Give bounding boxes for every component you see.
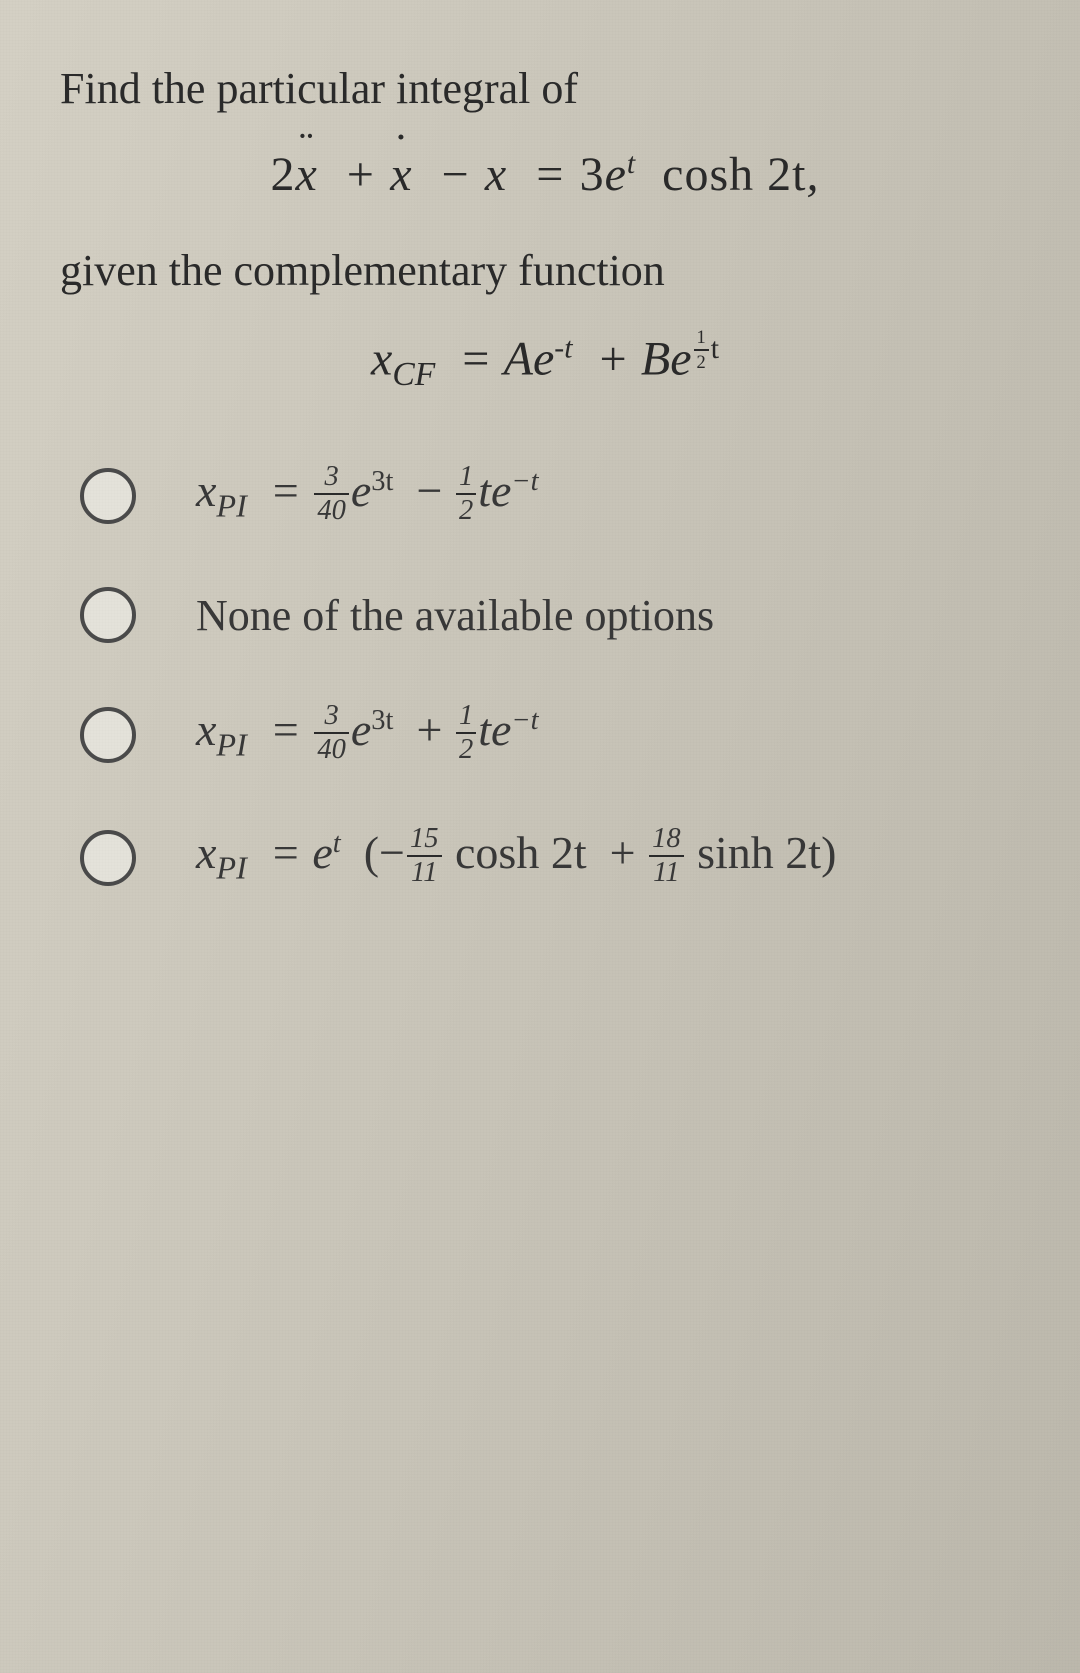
option-4-math: xPI = et (−1511 cosh 2t + 1811 sinh 2t) xyxy=(196,826,836,889)
option-4[interactable]: xPI = et (−1511 cosh 2t + 1811 sinh 2t) xyxy=(80,826,1030,889)
radio-icon[interactable] xyxy=(80,468,136,524)
radio-icon[interactable] xyxy=(80,587,136,643)
option-2[interactable]: None of the available options xyxy=(80,587,1030,643)
options-list: xPI = 340e3t − 12te−t None of the availa… xyxy=(60,464,1030,889)
radio-icon[interactable] xyxy=(80,707,136,763)
question-block: Find the particular integral of 2x + x −… xyxy=(0,0,1080,989)
given-line: given the complementary function xyxy=(60,242,1030,299)
option-1-math: xPI = 340e3t − 12te−t xyxy=(196,464,539,527)
option-2-text: None of the available options xyxy=(196,590,714,641)
option-1[interactable]: xPI = 340e3t − 12te−t xyxy=(80,464,1030,527)
option-3[interactable]: xPI = 340e3t + 12te−t xyxy=(80,703,1030,766)
question-intro: Find the particular integral of xyxy=(60,60,1030,117)
option-3-math: xPI = 340e3t + 12te−t xyxy=(196,703,539,766)
radio-icon[interactable] xyxy=(80,830,136,886)
cf-equation: xCF = Ae-t + Be12t xyxy=(60,329,1030,394)
ode-equation: 2x + x − x = 3et cosh 2t, xyxy=(60,147,1030,202)
